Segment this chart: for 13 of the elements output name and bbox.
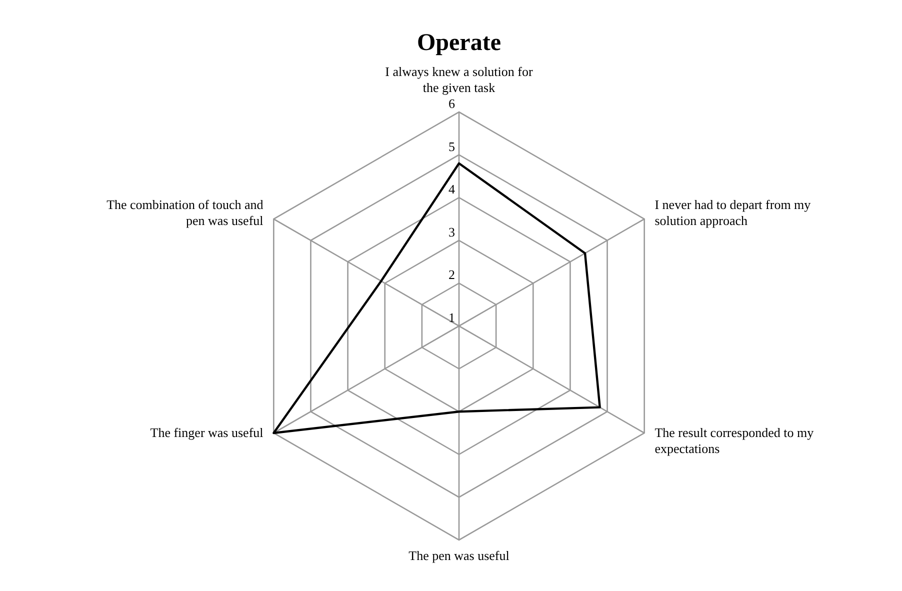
y-tick-label: 2 bbox=[448, 267, 455, 282]
spoke-label: The combination of touch and pen was useful bbox=[106, 197, 264, 228]
spoke-label: I never had to depart from my solution approach bbox=[654, 197, 812, 228]
y-tick-label: 6 bbox=[448, 96, 456, 111]
spoke-label: The result corresponded to my expectations bbox=[654, 425, 814, 456]
chart-title: Operate bbox=[417, 30, 502, 56]
y-tick-label: 5 bbox=[448, 138, 455, 154]
spoke-label: The pen was useful bbox=[408, 548, 510, 563]
spoke-label: I always knew a solution for the given task bbox=[385, 64, 534, 95]
y-tick-label: 1 bbox=[448, 310, 455, 325]
y-tick-label: 3 bbox=[448, 224, 455, 240]
y-tick-label: 4 bbox=[448, 182, 456, 197]
spoke-label: The finger was useful bbox=[150, 425, 264, 440]
